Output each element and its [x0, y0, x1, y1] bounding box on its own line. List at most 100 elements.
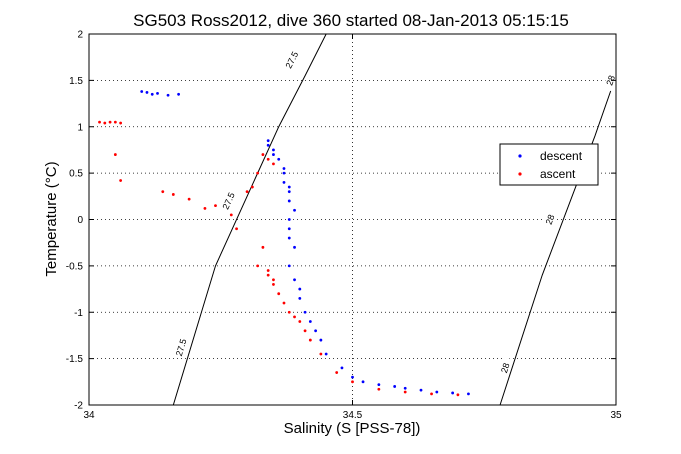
descent-point: [293, 208, 296, 212]
ascent-point: [377, 387, 381, 391]
isopycnal-line: [172, 33, 327, 406]
contour-label-bg: [219, 189, 238, 213]
ascent-point: [261, 153, 265, 156]
ascent-point: [229, 213, 233, 217]
ascent-point: [113, 120, 117, 124]
descent-point: [314, 329, 318, 333]
ascent-point: [403, 390, 407, 394]
x-tick-label: 34.5: [343, 410, 363, 421]
ascent-point: [250, 185, 254, 189]
ascent-point: [256, 171, 260, 175]
descent-point: [319, 338, 323, 342]
x-tick-label: 34: [83, 410, 95, 421]
ascent-point: [203, 206, 207, 210]
contour-label: 28: [544, 213, 557, 226]
ascent-point: [214, 204, 217, 207]
y-tick-label: -0.5: [66, 261, 84, 272]
ascent-point: [335, 371, 339, 374]
descent-point: [266, 139, 270, 143]
descent-point: [282, 167, 286, 170]
descent-point: [303, 310, 307, 314]
ascent-point: [161, 190, 165, 194]
y-axis-label: Temperature (°C): [43, 161, 60, 276]
grid-lines: [89, 34, 616, 405]
ascent-point: [261, 245, 265, 249]
descent-point: [377, 383, 381, 386]
descent-point: [287, 227, 291, 231]
ascent-point: [266, 269, 270, 272]
x-tick-label: 35: [610, 410, 622, 421]
ascent-point: [308, 338, 312, 342]
ascent-point: [430, 392, 433, 396]
descent-point: [419, 388, 423, 392]
descent-point: [287, 190, 291, 194]
contour-label-bg: [497, 356, 514, 379]
ascent-point: [351, 380, 354, 384]
descent-point: [393, 385, 397, 388]
y-tick-label: 0: [77, 215, 83, 226]
descent-point: [177, 92, 180, 96]
descent-point: [287, 218, 291, 221]
contour-label: 28: [499, 362, 512, 375]
plot-area: [88, 33, 617, 406]
descent-point: [282, 181, 286, 184]
legend-descent-marker: [518, 154, 522, 158]
legend-box: [499, 143, 599, 186]
ascent-point: [272, 283, 275, 286]
contour-label-bg: [173, 336, 189, 359]
descent-point: [156, 91, 159, 95]
ascent-point: [319, 352, 323, 356]
data-points: [98, 90, 470, 397]
descent-point: [308, 320, 312, 323]
descent-point: [150, 92, 154, 96]
ascent-point: [282, 301, 286, 305]
contour-label-bg: [541, 208, 559, 231]
descent-point: [287, 185, 291, 189]
axis-ticks: 34 34.5 35 -2 -1.5 -1 -0.5 0 0.5 1 1.5 2: [66, 30, 622, 422]
ascent-point: [171, 193, 175, 196]
ascent-point: [103, 121, 107, 125]
descent-point: [361, 380, 365, 384]
descent-point: [403, 386, 407, 390]
descent-point: [145, 91, 149, 94]
ascent-point: [245, 190, 249, 194]
y-tick-label: 1.5: [69, 76, 83, 87]
descent-point: [287, 264, 291, 268]
contour-label-bg: [282, 48, 301, 72]
descent-point: [293, 245, 296, 249]
ascent-point: [119, 121, 123, 125]
descent-point: [293, 278, 296, 282]
y-tick-label: -2: [74, 401, 83, 412]
ascent-point: [456, 393, 460, 397]
legend-descent-label: descent: [540, 149, 583, 163]
descent-point: [287, 199, 291, 203]
chart-title: SG503 Ross2012, dive 360 started 08-Jan-…: [133, 11, 569, 30]
ascent-point: [303, 329, 307, 333]
ascent-point: [272, 278, 275, 282]
descent-point: [467, 392, 470, 396]
ascent-point: [113, 153, 117, 156]
ascent-point: [235, 227, 238, 231]
descent-point: [166, 93, 170, 97]
descent-point: [140, 90, 144, 93]
descent-point: [272, 148, 275, 152]
descent-point: [298, 287, 302, 291]
legend-ascent-label: ascent: [540, 167, 576, 181]
y-tick-label: 0.5: [69, 169, 83, 180]
descent-point: [266, 143, 270, 147]
descent-point: [272, 153, 275, 156]
ascent-point: [98, 120, 101, 124]
contour-label: 28: [604, 74, 617, 87]
ascent-point: [272, 162, 275, 166]
descent-point: [277, 157, 281, 161]
ascent-point: [119, 179, 123, 182]
descent-point: [435, 390, 439, 394]
y-tick-label: -1.5: [66, 354, 84, 365]
x-axis-label: Salinity (S [PSS-78]): [284, 420, 421, 437]
contour-label-bg: [602, 69, 619, 92]
ascent-point: [256, 264, 260, 268]
descent-point: [451, 391, 455, 395]
y-tick-label: 2: [77, 30, 83, 41]
